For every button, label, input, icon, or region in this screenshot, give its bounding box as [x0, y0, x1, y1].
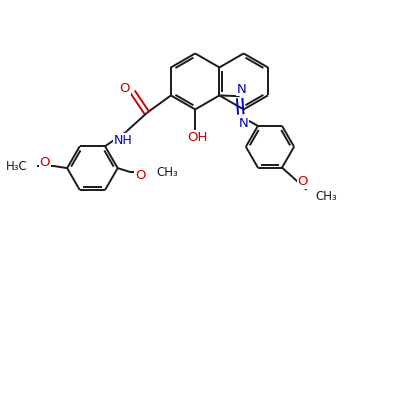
Text: NH: NH — [114, 134, 132, 147]
Text: N: N — [238, 117, 248, 130]
Text: CH₃: CH₃ — [315, 190, 337, 203]
Text: O: O — [135, 169, 145, 182]
Text: N: N — [237, 83, 247, 96]
Text: CH₃: CH₃ — [156, 166, 178, 178]
Text: O: O — [120, 82, 130, 94]
Text: OH: OH — [187, 131, 207, 144]
Text: H₃C: H₃C — [6, 160, 28, 173]
Text: O: O — [298, 176, 308, 188]
Text: O: O — [40, 156, 50, 169]
